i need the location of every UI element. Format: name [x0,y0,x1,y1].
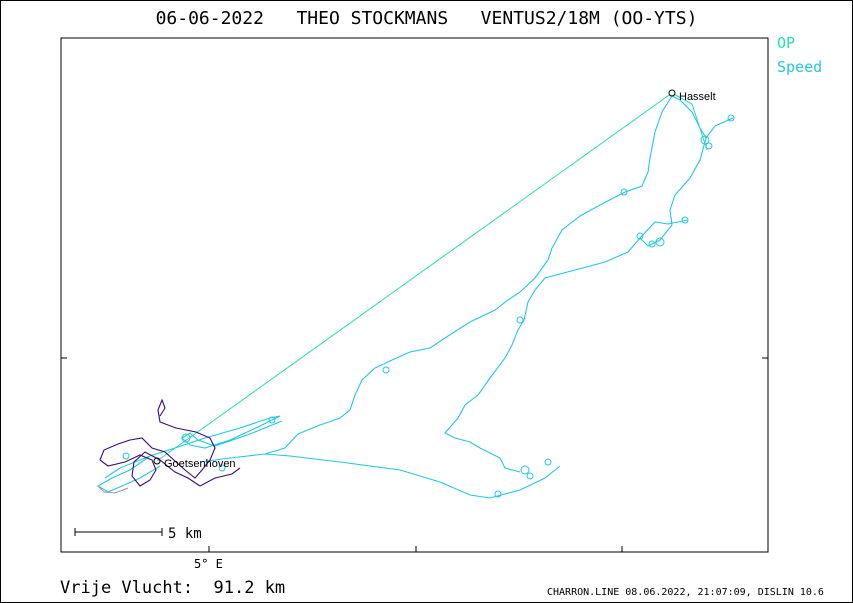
hasselt-marker [668,89,676,97]
thermal-circles [122,114,735,498]
task-line [156,92,708,462]
place-label-goetsenhoven: Goetsenhoven [164,458,236,470]
local-track [99,398,241,487]
legend-item-op: OP [777,34,796,52]
flight-track [96,95,734,499]
scale-label: 5 km [168,526,202,542]
gray-track [97,485,129,494]
legend-item-speed: Speed [777,58,823,76]
goetsenhoven-marker [153,457,161,465]
footer-credit: CHARRON.LINE 08.06.2022, 21:07:09, DISLI… [547,587,824,598]
free-flight-distance: Vrije Vlucht: 91.2 km [60,578,286,598]
longitude-tick-label: 5° E [194,557,223,571]
scale-bar [74,528,163,536]
plot-frame [60,37,769,553]
chart-title: 06-06-2022 THEO STOCKMANS VENTUS2/18M (O… [155,8,698,29]
place-label-hasselt: Hasselt [679,91,716,103]
